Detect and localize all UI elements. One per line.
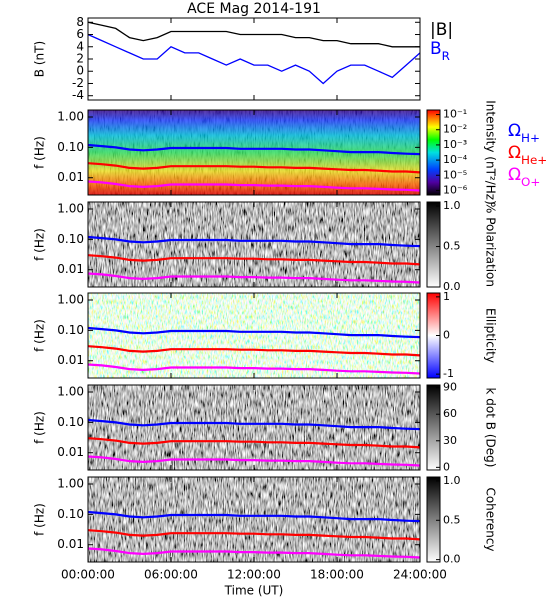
gyro-line: [88, 235, 420, 248]
legend-entry: ΩHe+: [508, 143, 547, 167]
y-tick-label: 0.10: [57, 232, 84, 246]
gyro-line: [88, 455, 420, 467]
y-tick-label: -4: [72, 88, 84, 102]
y-axis-label: f (Hz): [33, 411, 47, 444]
y-tick-label: 2: [76, 52, 84, 66]
colorbar-tick-label: 10⁻¹: [443, 108, 467, 121]
gyro-line: [88, 345, 420, 357]
y-axis-label: f (Hz): [33, 319, 47, 352]
colorbar-tick-label: 1: [443, 290, 450, 303]
y-tick-label: 0.01: [57, 445, 84, 459]
y-tick-label: 0.01: [57, 170, 84, 184]
y-tick-label: 0: [76, 64, 84, 78]
y-tick-label: 1.00: [57, 476, 84, 490]
gyro-line: [88, 363, 420, 375]
gyro-line: [88, 254, 420, 266]
colorbar-tick-label: -1: [443, 367, 454, 380]
y-tick-label: 0.01: [57, 537, 84, 551]
x-tick-label: 06:00:00: [144, 568, 198, 582]
y-axis-label: f (Hz): [33, 503, 47, 536]
colorbar-tick-label: 30: [443, 434, 457, 447]
data-line: [87, 21, 420, 48]
x-axis-label: Time (UT): [224, 584, 284, 598]
colorbar: [426, 109, 441, 196]
colorbar-label: Intensity (nT²/Hz): [484, 100, 498, 205]
colorbar-tick-label: 0: [443, 329, 450, 342]
gyro-line: [88, 326, 420, 339]
gyro-line: [88, 272, 420, 284]
y-tick-label: 1.00: [57, 201, 84, 215]
colorbar-tick-label: 1.0: [443, 199, 461, 212]
colorbar-tick-label: 10⁻⁶: [443, 183, 468, 196]
y-tick-label: 6: [76, 27, 84, 41]
colorbar-tick-label: 10⁻⁵: [443, 168, 467, 181]
gyro-line: [88, 143, 420, 156]
colorbar-label: Ellipticity: [484, 308, 498, 363]
x-tick-label: 18:00:00: [310, 568, 364, 582]
gyro-line: [88, 418, 420, 431]
colorbar-tick-label: 0.5: [443, 513, 461, 526]
y-tick-label: -2: [72, 76, 84, 90]
colorbar-tick-label: 0.5: [443, 240, 461, 253]
colorbar-tick-label: 10⁻³: [443, 138, 467, 151]
legend-entry: |B|: [430, 20, 453, 40]
y-tick-label: 0.10: [57, 507, 84, 521]
y-tick-label: 1.00: [57, 292, 84, 306]
y-tick-label: 0.10: [57, 140, 84, 154]
gyro-line: [88, 162, 420, 174]
x-tick-label: 12:00:00: [227, 568, 281, 582]
y-axis-label: f (Hz): [33, 228, 47, 261]
colorbar-tick-label: 0.0: [443, 553, 461, 566]
y-tick-label: 1.00: [57, 109, 84, 123]
gyro-line: [88, 437, 420, 449]
y-tick-label: 0.01: [57, 353, 84, 367]
y-tick-label: 0.01: [57, 262, 84, 276]
colorbar-tick-label: 10⁻²: [443, 123, 467, 136]
colorbar-tick-label: 60: [443, 407, 457, 420]
colorbar-tick-label: 10⁻⁴: [443, 153, 468, 166]
legend-entry: ΩH+: [508, 121, 540, 145]
colorbar: [426, 476, 441, 563]
gyro-line: [88, 547, 420, 559]
colorbar-tick-label: 90: [443, 381, 457, 394]
x-tick-label: 00:00:00: [61, 568, 115, 582]
colorbar-tick-label: 0.0: [443, 280, 461, 293]
y-axis-label: f (Hz): [33, 136, 47, 169]
y-tick-label: 8: [76, 15, 84, 29]
gyro-line: [88, 510, 420, 523]
data-line: [87, 33, 421, 85]
gyro-line: [88, 529, 420, 541]
colorbar: [426, 384, 441, 471]
colorbar-label: Coherency: [484, 487, 498, 551]
plot-frame: [87, 17, 421, 101]
legend-entry: BR: [430, 39, 450, 63]
y-tick-label: 1.00: [57, 384, 84, 398]
legend-entry: ΩO+: [508, 165, 540, 189]
y-tick-label: 0.10: [57, 323, 84, 337]
y-axis-label: B (nT): [33, 41, 47, 77]
gyro-line: [88, 180, 420, 192]
colorbar-label: % Polarization: [484, 202, 498, 287]
y-tick-label: 0.10: [57, 415, 84, 429]
colorbar-tick-label: 0: [443, 460, 450, 473]
colorbar: [426, 201, 441, 288]
chart-title: ACE Mag 2014-191: [187, 1, 321, 17]
y-tick-label: 4: [76, 39, 84, 53]
colorbar-label: k dot B (Deg): [484, 388, 498, 468]
x-tick-label: 24:00:00: [393, 568, 447, 582]
colorbar-tick-label: 1.0: [443, 474, 461, 487]
